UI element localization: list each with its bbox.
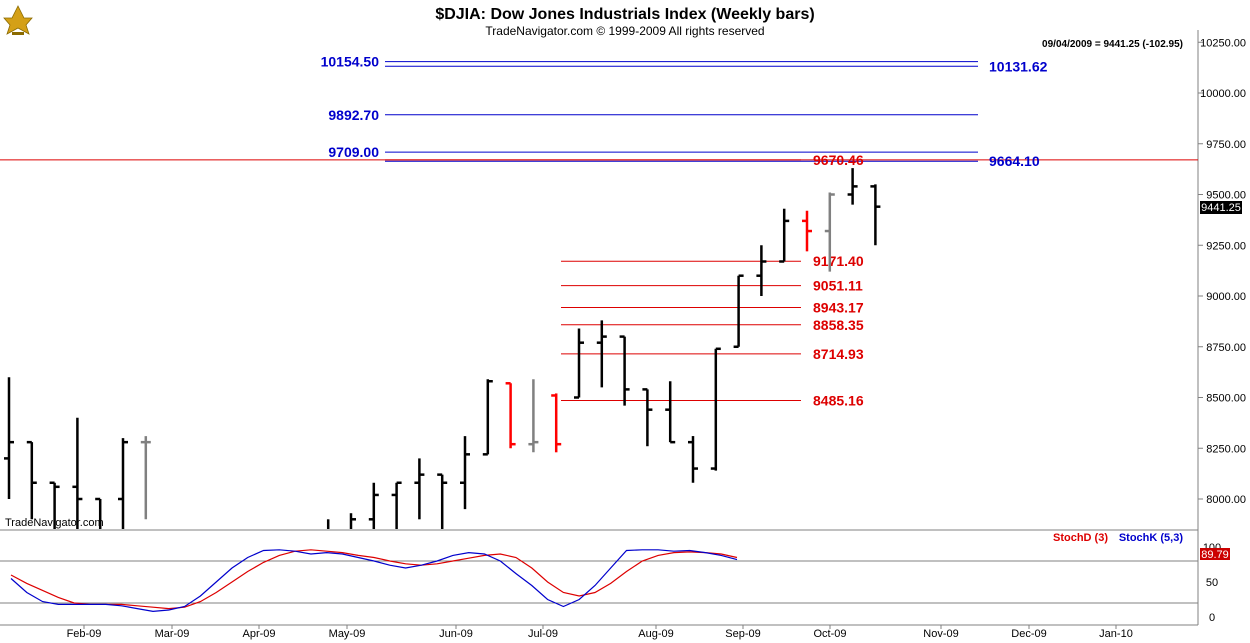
- blue-level-label-left: 9709.00: [328, 144, 379, 160]
- x-tick-label: Dec-09: [1011, 628, 1046, 640]
- indicator-last-badge: [1200, 548, 1230, 560]
- price-bars: [4, 168, 881, 529]
- indicator-series-line: [10, 549, 738, 610]
- red-level-label: 9171.40: [813, 253, 864, 269]
- y-tick-label: 8250.00: [1206, 443, 1246, 455]
- blue-level-label-right: 9664.10: [989, 153, 1040, 169]
- chart-title: $DJIA: Dow Jones Industrials Index (Week…: [435, 6, 814, 23]
- watermark: TradeNavigator.com: [5, 517, 104, 529]
- y-tick-label: 9250.00: [1206, 240, 1246, 252]
- x-tick-label: Nov-09: [923, 628, 958, 640]
- stochastic-panel: 050100: [0, 542, 1221, 624]
- y-tick-label: 9000.00: [1206, 291, 1246, 303]
- chart-subtitle: TradeNavigator.com © 1999-2009 All right…: [485, 24, 764, 38]
- red-level-label: 8943.17: [813, 300, 864, 316]
- red-level-label: 8714.93: [813, 346, 864, 362]
- indicator-tick-label: 0: [1209, 612, 1215, 624]
- blue-level-label-left: 9892.70: [328, 107, 379, 123]
- x-tick-label: May-09: [329, 628, 366, 640]
- legend-stochk: StochK (5,3): [1119, 532, 1184, 544]
- x-tick-label: Jul-09: [528, 628, 558, 640]
- y-tick-label: 9500.00: [1206, 190, 1246, 202]
- last-price-badge: [1200, 201, 1242, 214]
- y-tick-label: 10000.00: [1200, 88, 1246, 100]
- gold-trophy-icon: [3, 5, 33, 35]
- y-tick-label: 8750.00: [1206, 342, 1246, 354]
- x-tick-label: Oct-09: [813, 628, 846, 640]
- date-axis: Feb-09 Mar-09 Apr-09 May-09 Jun-09 Jul-09 Aug-…: [67, 625, 1133, 640]
- red-level-label: 9670.46: [813, 152, 864, 168]
- y-tick-label: 8000.00: [1206, 494, 1246, 506]
- price-levels: 10154.50 9892.70 9709.00 10131.62 9664.10 967…: [0, 54, 1198, 409]
- price-axis: 8000.00 8250.00 8500.00 8750.00 9000.00 9250.…: [1198, 37, 1246, 506]
- red-level-label: 8485.16: [813, 393, 864, 409]
- y-tick-label: 9750.00: [1206, 139, 1246, 151]
- x-tick-label: Apr-09: [242, 628, 275, 640]
- y-tick-label: 10250.00: [1200, 37, 1246, 49]
- x-tick-label: Jun-09: [439, 628, 473, 640]
- x-tick-label: Sep-09: [725, 628, 760, 640]
- y-tick-label: 8500.00: [1206, 393, 1246, 405]
- red-level-label: 9051.11: [813, 278, 863, 294]
- last-price-label: 9441.25: [1201, 202, 1241, 214]
- x-tick-label: Feb-09: [67, 628, 102, 640]
- indicator-last-label: 89.79: [1201, 549, 1229, 561]
- x-tick-label: Aug-09: [638, 628, 673, 640]
- x-tick-label: Jan-10: [1099, 628, 1133, 640]
- red-level-label: 8858.35: [813, 317, 864, 333]
- blue-level-label-right: 10131.62: [989, 58, 1048, 74]
- indicator-tick-label: 50: [1206, 577, 1218, 589]
- blue-level-label-left: 10154.50: [321, 54, 380, 70]
- x-tick-label: Mar-09: [155, 628, 190, 640]
- status-readout: 09/04/2009 = 9441.25 (-102.95): [1042, 39, 1183, 50]
- indicator-series-line: [10, 549, 738, 613]
- legend-stochd: StochD (3): [1053, 532, 1108, 544]
